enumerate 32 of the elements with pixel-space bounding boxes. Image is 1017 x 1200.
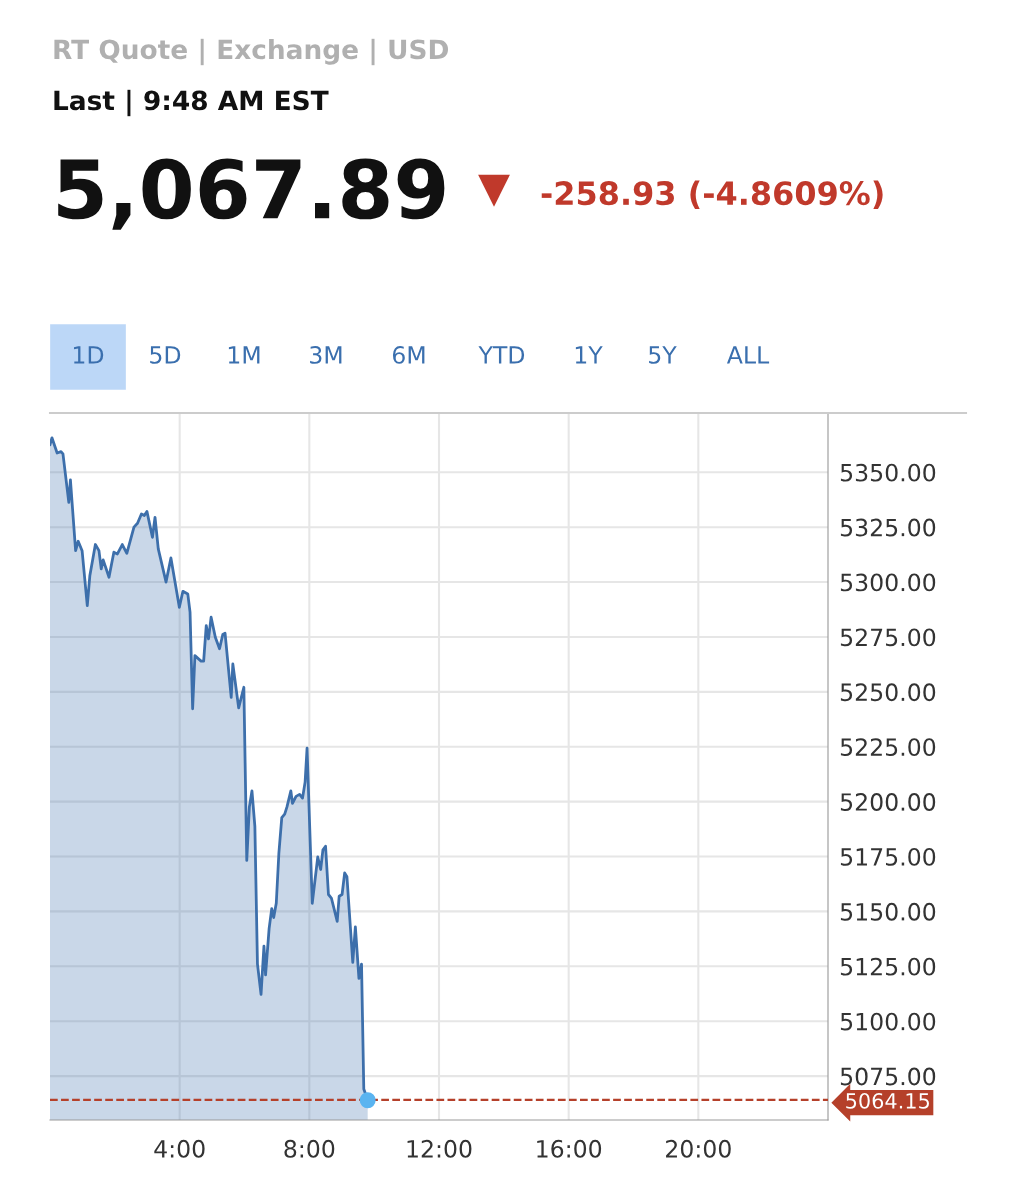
x-tick-label: 4:00	[154, 1139, 205, 1158]
text: 1D	[73, 346, 104, 364]
y-tick-label: 5075.00	[840, 1067, 936, 1086]
text: 5D	[150, 346, 181, 364]
y-tick-label: 5175.00	[840, 847, 936, 866]
text: 3M	[310, 345, 342, 364]
y-tick-label: 5350.00	[840, 463, 936, 482]
x-tick-label: 20:00	[666, 1139, 731, 1158]
y-tick-label: 5150.00	[840, 902, 936, 921]
text: 1Y	[575, 346, 603, 364]
text: -258.93 (-4.8609%)	[541, 180, 883, 210]
text: 6M	[392, 345, 425, 364]
y-tick-label: 5325.00	[840, 518, 936, 537]
text: 1M	[228, 346, 260, 364]
text: 5Y	[649, 346, 677, 364]
y-tick-label: 5225.00	[840, 738, 936, 757]
y-tick-label: 5275.00	[840, 628, 936, 647]
x-tick-label: 8:00	[284, 1139, 335, 1158]
y-tick-label: 5200.00	[840, 793, 936, 811]
text: YTD	[478, 346, 525, 364]
text: ALL	[726, 346, 770, 364]
y-tick-label: 5100.00	[840, 1012, 936, 1031]
text: 5,067.89	[58, 158, 445, 230]
y-tick-label: 5250.00	[840, 683, 936, 702]
ref-line-label: 5064.15	[846, 1092, 929, 1109]
x-tick-label: 12:00	[407, 1139, 472, 1158]
chart-subtitle: Last | 9:48 AM EST	[54, 89, 329, 117]
y-tick-label: 5125.00	[840, 957, 936, 976]
y-tick-label: 5300.00	[840, 573, 936, 592]
text: ▼	[478, 174, 510, 207]
x-tick-label: 16:00	[537, 1139, 602, 1158]
chart-title: RT Quote | Exchange | USD	[54, 38, 449, 66]
